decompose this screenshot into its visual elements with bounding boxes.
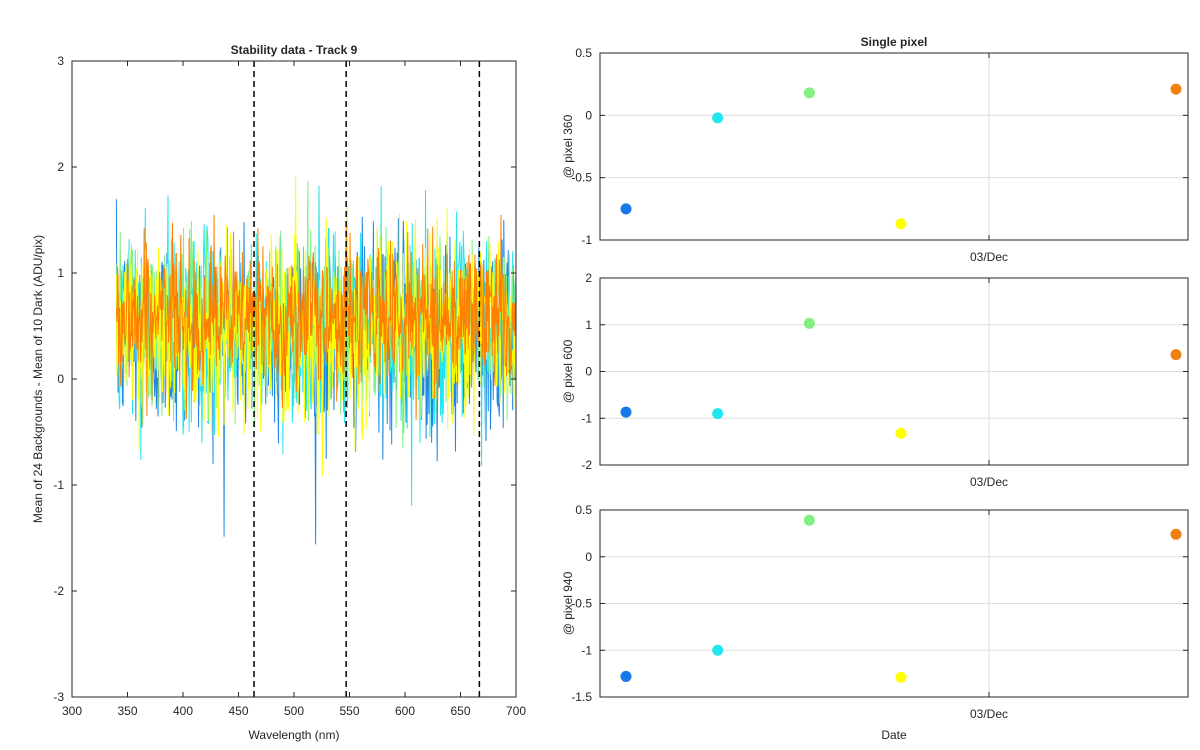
data-point-1 — [620, 670, 632, 682]
panel-title: Single pixel — [861, 35, 928, 49]
x-tick-label: 450 — [228, 704, 248, 718]
x-tick-label: 500 — [284, 704, 304, 718]
single-pixel-panel-1: -1 -0.5 0 0.5 03/Dec Single pixel @ pixel 360 — [561, 35, 1189, 264]
data-point-3 — [803, 514, 815, 526]
y-tick-label: 0 — [585, 365, 592, 379]
y-tick-label: -2 — [581, 458, 592, 472]
data-point-3 — [803, 87, 815, 99]
y-tick-label: -1 — [53, 478, 64, 492]
y-axis-label: @ pixel 360 — [561, 114, 575, 178]
y-tick-label: -0.5 — [571, 171, 592, 185]
y-tick-label: 0 — [585, 550, 592, 564]
y-axis-label: Mean of 24 Backgrounds - Mean of 10 Dark… — [31, 235, 45, 523]
y-tick-label: 0 — [585, 108, 592, 122]
y-tick-label: 1 — [57, 266, 64, 280]
series-group — [115, 176, 516, 545]
y-tick-label: -0.5 — [571, 597, 592, 611]
data-point-1 — [620, 406, 632, 418]
single-pixel-panel-3: -1.5 -1 -0.5 0 0.5 03/Dec Date @ pixel 940 — [561, 503, 1189, 742]
x-tick-label: 600 — [395, 704, 415, 718]
y-tick-label: 0.5 — [575, 46, 592, 60]
data-point-5 — [1170, 528, 1182, 540]
single-pixel-panel-2: -2 -1 0 1 2 03/Dec @ pixel 600 — [561, 271, 1189, 489]
y-tick-label: 1 — [585, 318, 592, 332]
chart-title: Stability data - Track 9 — [231, 43, 358, 57]
data-point-2 — [712, 112, 724, 124]
x-axis-label: Date — [881, 728, 907, 742]
y-axis-label: @ pixel 600 — [561, 339, 575, 403]
panel-frame — [599, 52, 1189, 241]
series-line-5 — [115, 214, 516, 421]
x-tick-label: 300 — [62, 704, 82, 718]
panel-background — [600, 53, 1188, 240]
x-tick-label: 700 — [506, 704, 526, 718]
y-tick-label: -1 — [581, 411, 592, 425]
data-point-4 — [895, 427, 907, 439]
data-point-5 — [1170, 349, 1182, 361]
data-point-4 — [895, 218, 907, 230]
x-tick-label: 03/Dec — [970, 707, 1008, 721]
y-tick-label: 0 — [57, 372, 64, 386]
x-tick-label: 03/Dec — [970, 250, 1008, 264]
y-tick-label: -3 — [53, 690, 64, 704]
x-tick-label: 650 — [450, 704, 470, 718]
stability-chart: 300 350 400 450 500 550 600 650 700 -3 -2 -1 0 1 2 3 Sta… — [31, 43, 526, 742]
y-axis-label: @ pixel 940 — [561, 571, 575, 635]
y-tick-label: -1.5 — [571, 690, 592, 704]
y-tick-label: 2 — [585, 271, 592, 285]
x-tick-label: 400 — [173, 704, 193, 718]
x-tick-label: 550 — [339, 704, 359, 718]
data-point-2 — [712, 408, 724, 420]
y-tick-label: -1 — [581, 643, 592, 657]
x-tick-label: 03/Dec — [970, 475, 1008, 489]
y-tick-label: -2 — [53, 584, 64, 598]
data-point-4 — [895, 671, 907, 683]
y-tick-label: 3 — [57, 54, 64, 68]
y-tick-label: -1 — [581, 233, 592, 247]
data-point-3 — [803, 317, 815, 329]
data-point-1 — [620, 203, 632, 215]
data-point-5 — [1170, 83, 1182, 95]
x-axis-label: Wavelength (nm) — [249, 728, 340, 742]
data-point-2 — [712, 644, 724, 656]
x-tick-label: 350 — [117, 704, 137, 718]
y-tick-label: 2 — [57, 160, 64, 174]
y-tick-label: 0.5 — [575, 503, 592, 517]
